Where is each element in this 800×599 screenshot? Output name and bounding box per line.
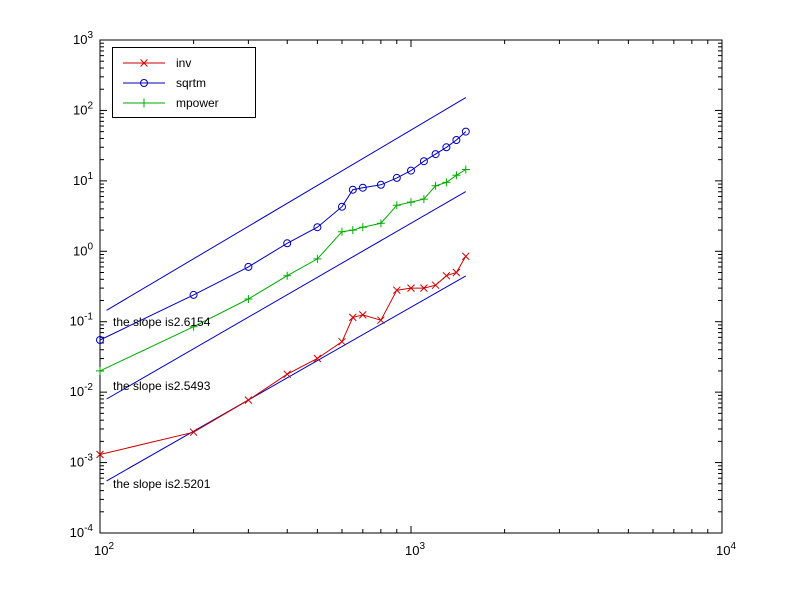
- slope-annotation: the slope is2.6154: [113, 315, 211, 329]
- series-sqrtm-marker: [442, 143, 451, 152]
- series-sqrtm-marker: [419, 157, 428, 166]
- reference-line-2: [106, 275, 467, 482]
- reference-line-0: [106, 97, 467, 311]
- y-tick-label: 10-3: [70, 453, 94, 470]
- series-mpower-line: [99, 169, 467, 372]
- plus-marker-icon: [139, 98, 149, 107]
- series-mpower-markers: [96, 165, 470, 375]
- legend-item-sqrtm: sqrtm: [121, 74, 249, 91]
- series-sqrtm-marker: [407, 166, 415, 175]
- legend-sample-mpower: [123, 98, 165, 107]
- legend-label: sqrtm: [176, 75, 206, 90]
- x-tick-label: 102: [94, 541, 114, 558]
- y-tick-label: 102: [73, 100, 93, 117]
- series-sqrtm-marker: [461, 127, 470, 136]
- series-sqrtm-marker: [376, 180, 385, 189]
- series-sqrtm-marker: [96, 336, 104, 344]
- y-tick-label: 10-2: [70, 382, 94, 399]
- legend-label: inv: [176, 55, 192, 70]
- x-tick-label: 104: [716, 541, 736, 558]
- series-inv-line: [99, 256, 467, 455]
- slope-annotation: the slope is2.5493: [113, 379, 211, 393]
- y-tick-label: 101: [73, 171, 93, 188]
- series-sqrtm-marker: [189, 290, 198, 299]
- series-sqrtm-marker: [431, 150, 440, 159]
- series-sqrtm-line: [99, 131, 467, 341]
- legend-item-inv: inv: [121, 54, 249, 71]
- legend-sample-sqrtm: [123, 78, 165, 87]
- slope-annotation: the slope is2.5201: [113, 477, 211, 491]
- legend-sample-inv: [123, 58, 165, 67]
- series-sqrtm-marker: [244, 262, 253, 271]
- legend-label: mpower: [176, 95, 219, 110]
- series-sqrtm-marker: [358, 183, 367, 192]
- series-sqrtm-marker: [452, 136, 461, 144]
- x-marker-icon: [140, 58, 148, 67]
- series-sqrtm-marker: [348, 185, 357, 194]
- series-sqrtm-marker: [338, 202, 346, 211]
- y-tick-label: 10-4: [70, 523, 94, 540]
- circle-marker-icon: [140, 78, 148, 87]
- series-sqrtm-marker: [283, 239, 292, 248]
- series-inv-markers: [96, 252, 470, 459]
- y-tick-label: 10-1: [70, 312, 94, 329]
- y-tick-label: 103: [73, 30, 93, 47]
- legend-item-mpower: mpower: [121, 94, 249, 111]
- y-tick-label: 100: [73, 241, 93, 258]
- series-sqrtm-marker: [313, 223, 322, 232]
- x-tick-label: 103: [405, 541, 425, 558]
- reference-line-1: [106, 191, 467, 400]
- legend: inv sqrtm mpower: [112, 47, 256, 118]
- series-sqrtm-marker: [392, 173, 401, 182]
